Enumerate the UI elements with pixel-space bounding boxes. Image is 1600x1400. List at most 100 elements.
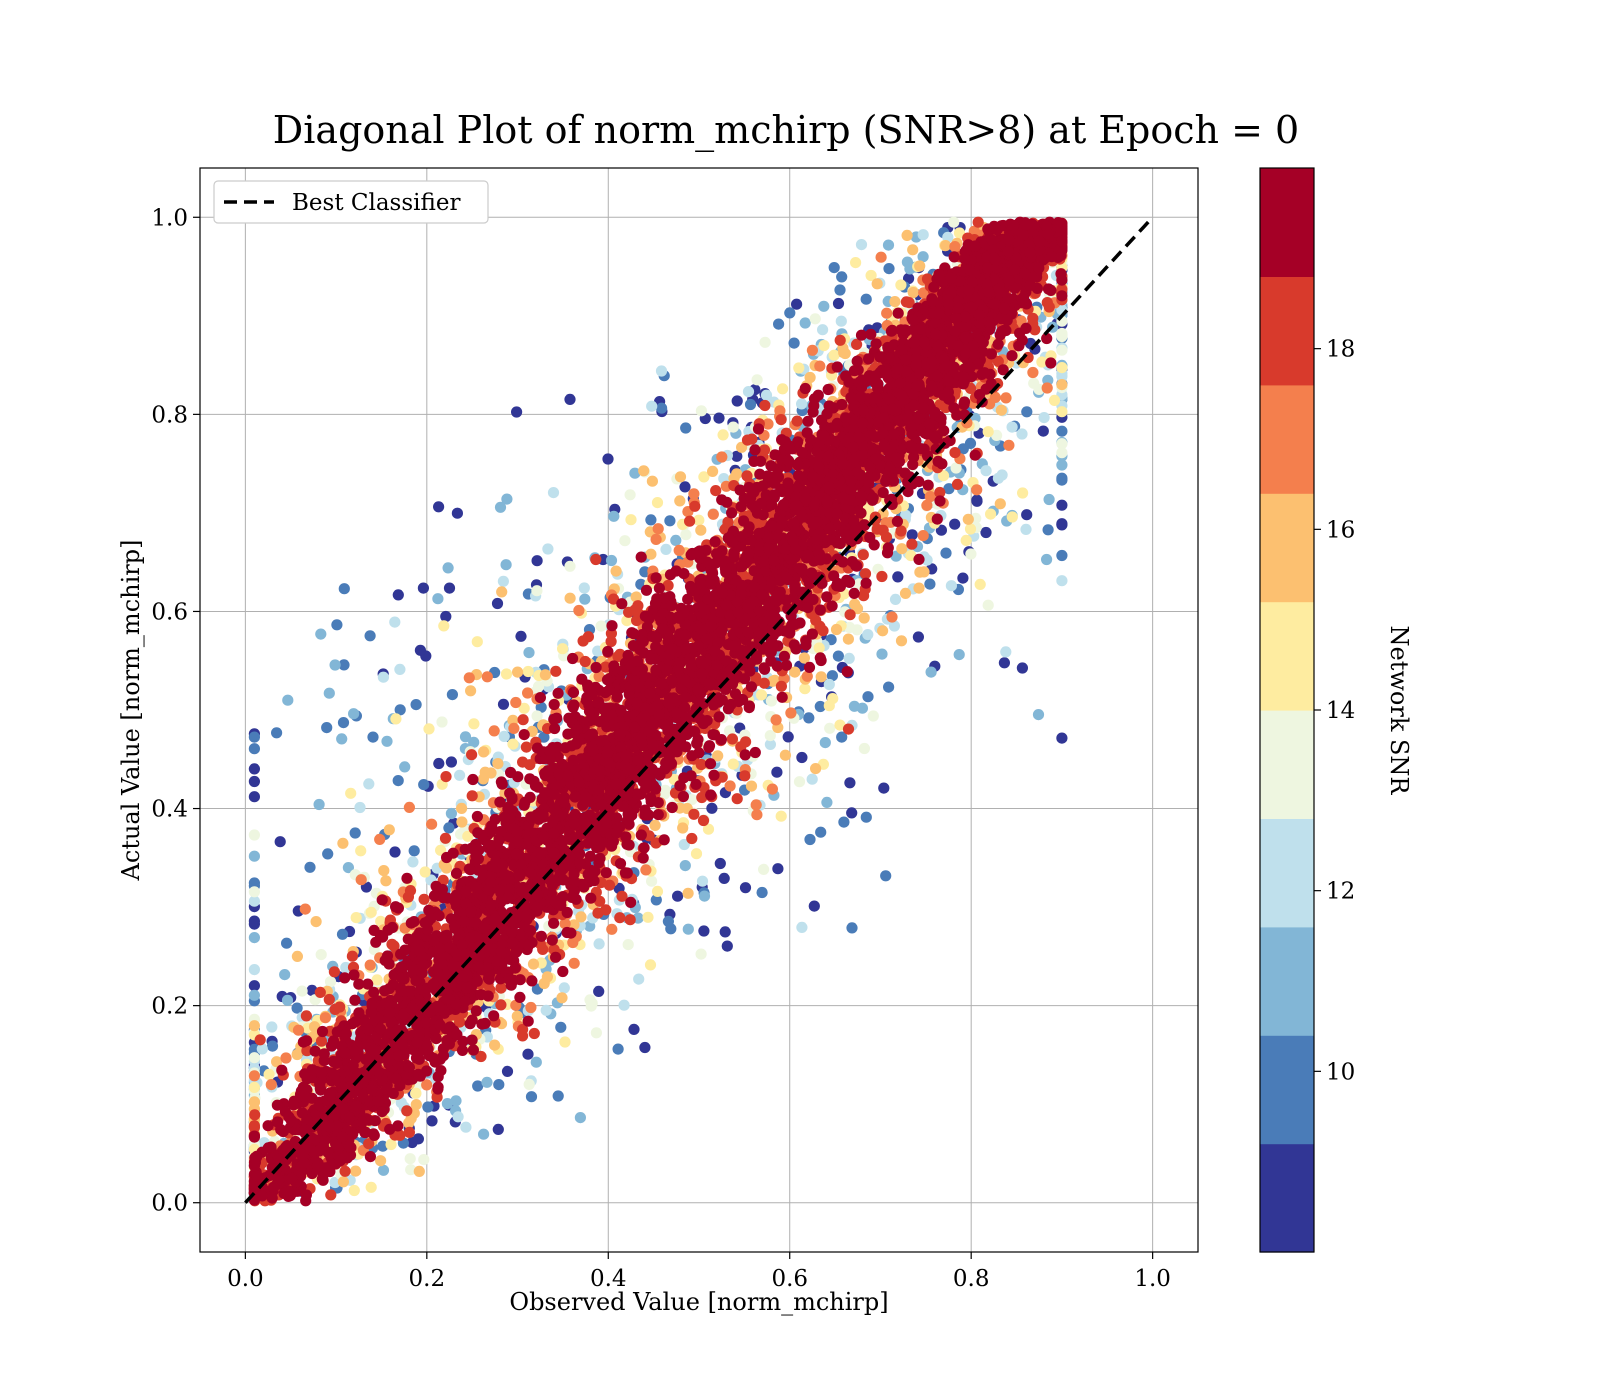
scatter-point bbox=[477, 773, 489, 785]
scatter-point bbox=[414, 644, 426, 656]
scatter-point bbox=[960, 534, 972, 547]
scatter-point bbox=[271, 727, 283, 739]
scatter-point bbox=[680, 529, 692, 541]
scatter-point bbox=[574, 1112, 587, 1124]
scatter-point bbox=[310, 916, 322, 928]
scatter-point bbox=[248, 964, 260, 976]
scatter-point bbox=[1048, 394, 1061, 406]
scatter-point bbox=[726, 733, 739, 745]
scatter-point bbox=[337, 1176, 349, 1188]
scatter-point bbox=[1056, 447, 1068, 459]
scatter-point bbox=[404, 1153, 416, 1165]
scatter-point bbox=[980, 465, 992, 477]
scatter-point bbox=[798, 652, 811, 664]
scatter-point bbox=[650, 533, 662, 546]
scatter-point bbox=[472, 1080, 484, 1092]
scatter-point bbox=[680, 422, 692, 434]
scatter-point bbox=[281, 994, 294, 1006]
scatter-point bbox=[645, 548, 657, 560]
scatter-point bbox=[982, 599, 994, 611]
scatter-point bbox=[248, 731, 260, 743]
scatter-point bbox=[1056, 425, 1068, 437]
scatter-point bbox=[1043, 301, 1055, 313]
scatter-point bbox=[1000, 392, 1012, 404]
scatter-point bbox=[485, 767, 497, 779]
scatter-point bbox=[713, 412, 725, 424]
scatter-point bbox=[818, 340, 830, 352]
scatter-point bbox=[838, 816, 850, 828]
scatter-point bbox=[903, 272, 915, 285]
scatter-point bbox=[992, 472, 1005, 484]
scatter-point bbox=[760, 389, 773, 401]
scatter-point bbox=[974, 578, 986, 591]
scatter-point bbox=[629, 467, 641, 479]
scatter-point bbox=[964, 437, 977, 449]
scatter-point bbox=[475, 1050, 487, 1063]
scatter-point bbox=[423, 723, 435, 735]
scatter-point bbox=[491, 597, 504, 610]
scatter-point bbox=[980, 526, 992, 539]
scatter-point bbox=[558, 982, 570, 994]
scatter-point bbox=[248, 886, 260, 898]
scatter-point bbox=[422, 1101, 434, 1113]
scatter-point bbox=[914, 566, 926, 578]
scatter-point bbox=[564, 393, 576, 405]
scatter-point bbox=[855, 239, 868, 251]
scatter-point bbox=[608, 510, 620, 522]
scatter-point bbox=[670, 534, 682, 547]
scatter-point bbox=[605, 635, 617, 648]
scatter-point bbox=[577, 635, 589, 647]
scatter-point bbox=[248, 1081, 260, 1093]
scatter-point bbox=[698, 471, 710, 483]
scatter-point bbox=[901, 256, 914, 268]
scatter-point bbox=[679, 860, 691, 872]
chart-title: Diagonal Plot of norm_mchirp (SNR>8) at … bbox=[273, 108, 1299, 153]
scatter-point bbox=[727, 421, 739, 433]
scatter-point bbox=[688, 488, 700, 500]
scatter-point bbox=[937, 470, 950, 482]
scatter-point bbox=[799, 683, 811, 695]
scatter-point bbox=[949, 518, 961, 530]
scatter-point bbox=[656, 402, 668, 414]
scatter-point bbox=[349, 827, 361, 839]
scatter-point bbox=[741, 434, 754, 446]
scatter-point bbox=[355, 874, 367, 886]
scatter-point bbox=[814, 620, 826, 633]
scatter-point bbox=[522, 687, 534, 699]
scatter-point bbox=[707, 508, 719, 520]
scatter-point bbox=[707, 465, 719, 477]
scatter-point bbox=[413, 1165, 425, 1177]
scatter-point bbox=[948, 216, 960, 228]
scatter-point bbox=[315, 949, 327, 961]
scatter-point bbox=[1037, 425, 1049, 437]
scatter-point bbox=[639, 1041, 651, 1054]
scatter-point bbox=[392, 775, 404, 787]
scatter-point bbox=[248, 895, 260, 907]
scatter-point bbox=[564, 592, 576, 604]
scatter-point bbox=[622, 939, 634, 951]
scatter-point bbox=[364, 630, 376, 642]
scatter-point bbox=[497, 575, 509, 587]
scatter-point bbox=[346, 950, 358, 962]
scatter-point bbox=[375, 1155, 387, 1167]
scatter-point bbox=[1056, 362, 1068, 374]
scatter-point bbox=[1021, 406, 1033, 418]
scatter-point bbox=[857, 549, 869, 561]
scatter-point bbox=[367, 731, 379, 743]
scatter-point bbox=[441, 1098, 453, 1110]
scatter-point bbox=[249, 1109, 261, 1121]
scatter-point bbox=[985, 508, 997, 520]
scatter-point bbox=[646, 400, 658, 412]
scatter-point bbox=[838, 347, 850, 359]
scatter-point bbox=[721, 940, 733, 952]
scatter-point bbox=[649, 819, 661, 832]
scatter-point bbox=[686, 794, 698, 806]
scatter-point bbox=[695, 524, 707, 536]
scatter-point bbox=[389, 616, 401, 628]
scatter-point bbox=[828, 349, 840, 361]
scatter-point bbox=[531, 585, 543, 597]
scatter-point bbox=[844, 609, 856, 621]
scatter-point bbox=[731, 395, 743, 407]
scatter-point bbox=[810, 763, 822, 775]
scatter-point bbox=[858, 742, 871, 755]
